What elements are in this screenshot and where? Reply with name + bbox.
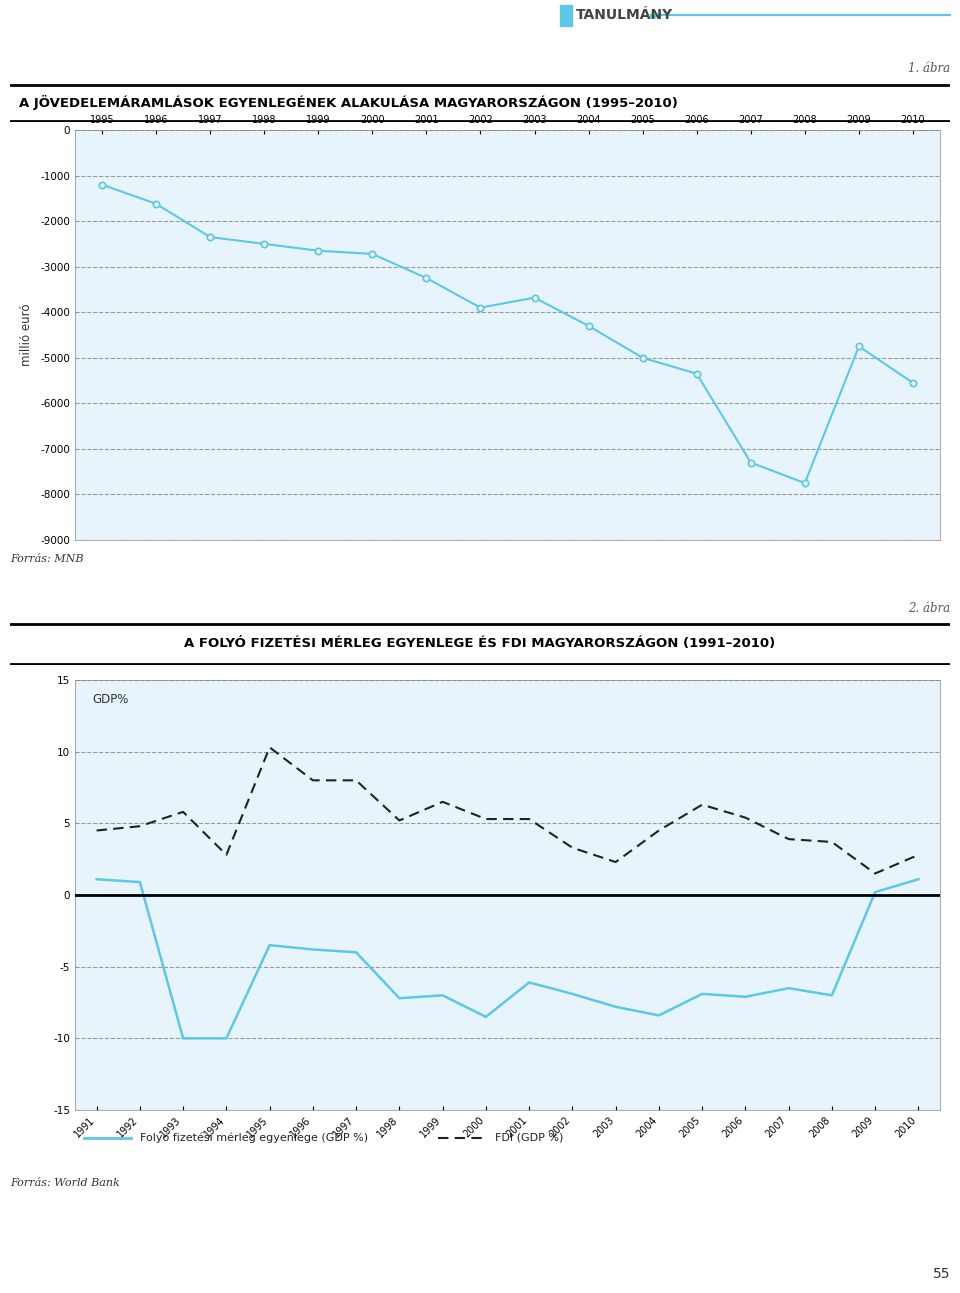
Text: FDI (GDP %): FDI (GDP %) [494,1133,563,1143]
Text: TANULMÁNY: TANULMÁNY [576,8,673,22]
Text: 55: 55 [932,1267,950,1281]
Bar [560,4,572,26]
Text: Forrás: MNB: Forrás: MNB [10,553,84,564]
Text: 1. ábra: 1. ábra [908,62,950,75]
Text: A JÖVEDELEMÁRAMLÁSOK EGYENLEGÉNEK ALAKULÁSA MAGYARORSZÁGON (1995–2010): A JÖVEDELEMÁRAMLÁSOK EGYENLEGÉNEK ALAKUL… [19,96,679,110]
Text: A FOLYÓ FIZETÉSI MÉRLEG EGYENLEGE ÉS FDI MAGYARORSZÁGON (1991–2010): A FOLYÓ FIZETÉSI MÉRLEG EGYENLEGE ÉS FDI… [184,637,776,650]
Text: GDP%: GDP% [92,693,129,706]
Text: Folyó fizetési mérleg egyenlege (GDP %): Folyó fizetési mérleg egyenlege (GDP %) [140,1133,368,1143]
Text: Forrás: World Bank: Forrás: World Bank [10,1178,120,1187]
Text: 2. ábra: 2. ábra [908,603,950,615]
Bar [650,13,658,17]
Y-axis label: millió euró: millió euró [20,304,34,366]
